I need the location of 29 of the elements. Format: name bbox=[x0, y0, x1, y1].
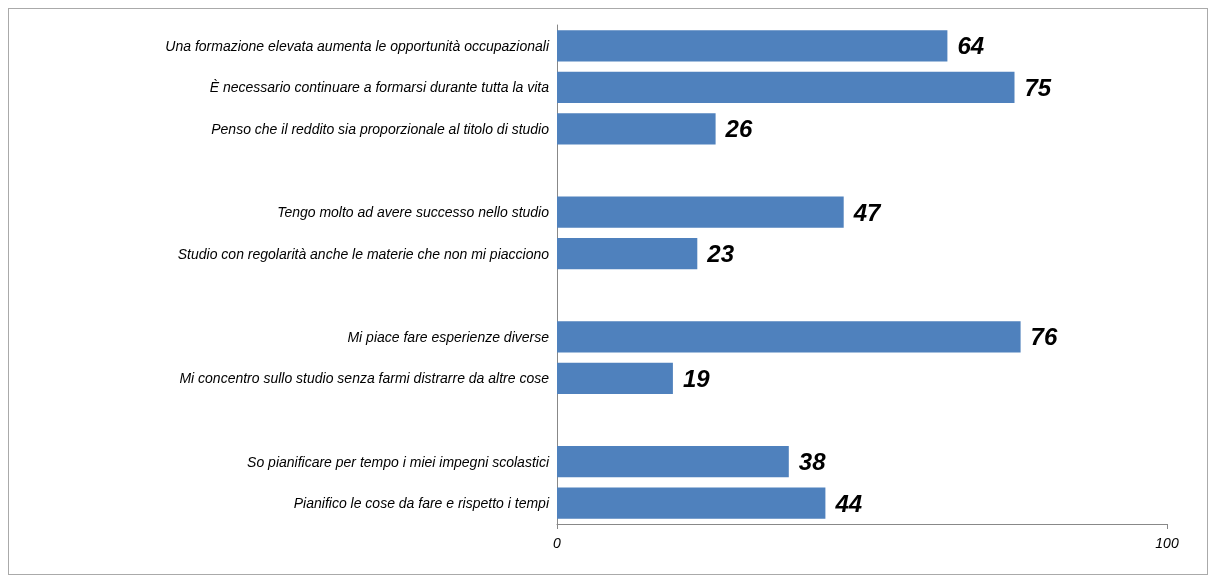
bar bbox=[557, 30, 948, 62]
bar bbox=[557, 362, 673, 395]
data-label: 47 bbox=[852, 198, 883, 226]
bar bbox=[557, 487, 826, 519]
data-label: 76 bbox=[1030, 323, 1058, 351]
data-label: 44 bbox=[834, 489, 863, 517]
data-label: 26 bbox=[724, 115, 753, 143]
y-tick-label: Penso che il reddito sia proporzionale al titolo di studio bbox=[211, 120, 550, 137]
data-label: 64 bbox=[957, 32, 985, 60]
x-tick-label: 0 bbox=[553, 535, 562, 551]
bar bbox=[557, 321, 1021, 353]
y-tick-label: Studio con regolarità anche le materie che non mi piacciono bbox=[177, 245, 550, 262]
y-tick-label: È necessario continuare a formarsi durante tutta la vita bbox=[209, 79, 550, 96]
y-tick-label: Tengo molto ad avere successo nello studio bbox=[277, 204, 550, 221]
y-tick-label: Mi piace fare esperienze diverse bbox=[347, 328, 550, 345]
data-label: 19 bbox=[682, 364, 711, 392]
y-tick-label: Mi concentro sullo studio senza farmi distrarre da altre cose bbox=[179, 370, 550, 387]
y-tick-label: So pianificare per tempo i miei impegni scolastici bbox=[247, 453, 550, 470]
bar bbox=[557, 446, 789, 478]
data-label: 75 bbox=[1024, 73, 1052, 101]
bar bbox=[557, 196, 844, 228]
y-tick-label: Pianifico le cose da fare e rispetto i tempi bbox=[293, 495, 550, 512]
data-label: 23 bbox=[706, 240, 735, 268]
x-tick-label: 100 bbox=[1155, 535, 1179, 551]
bar bbox=[557, 238, 698, 270]
bar bbox=[557, 71, 1015, 103]
bar bbox=[557, 113, 716, 145]
y-tick-label: Una formazione elevata aumenta le opportunità occupazionali bbox=[165, 37, 550, 54]
data-label: 38 bbox=[798, 448, 827, 476]
